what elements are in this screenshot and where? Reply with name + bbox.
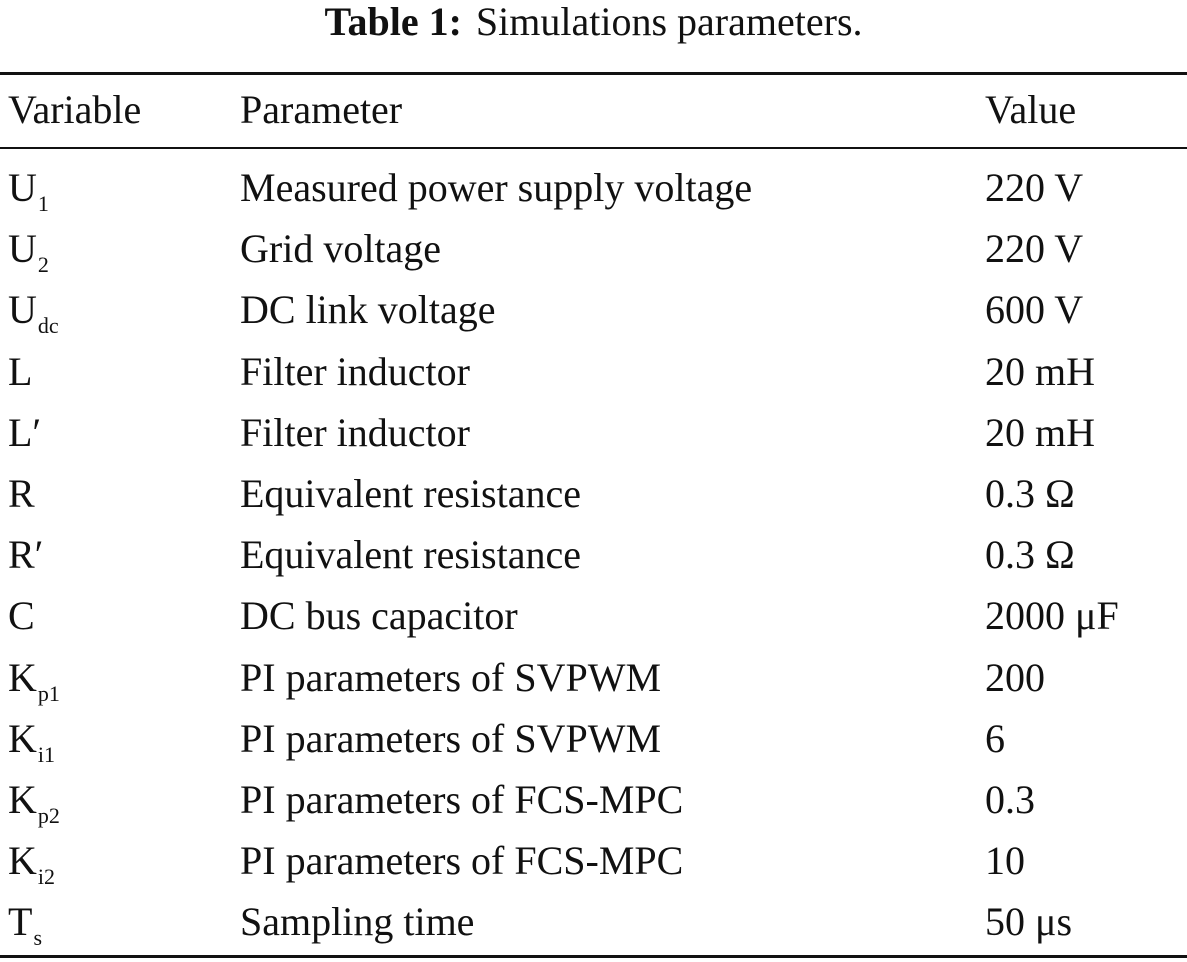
variable-symbol: U bbox=[8, 287, 37, 333]
variable-subscript: i2 bbox=[37, 864, 56, 890]
value-cell: 20 mH bbox=[985, 409, 1095, 455]
variable-subscript: s bbox=[33, 925, 42, 951]
variable-symbol: L′ bbox=[8, 409, 42, 455]
variable-cell: Ts bbox=[8, 899, 42, 951]
variable-subscript: 2 bbox=[37, 252, 49, 278]
value-cell: 220 V bbox=[985, 165, 1084, 210]
variable-symbol: K bbox=[8, 715, 37, 761]
variable-symbol: L bbox=[8, 348, 33, 394]
variable-cell: Kp1 bbox=[8, 654, 60, 706]
value-cell: 0.3 Ω bbox=[985, 471, 1075, 516]
header-rule bbox=[0, 147, 1187, 149]
table-caption: Table 1: Simulations parameters. bbox=[0, 0, 1187, 44]
parameter-cell: DC link voltage bbox=[240, 287, 496, 333]
value-cell: 20 mH bbox=[985, 348, 1095, 394]
parameter-cell: PI parameters of FCS-MPC bbox=[240, 838, 684, 884]
variable-cell: Kp2 bbox=[8, 777, 60, 829]
parameter-cell: Filter inductor bbox=[240, 348, 470, 394]
variable-symbol: C bbox=[8, 593, 35, 639]
header-cell: Variable bbox=[8, 87, 142, 132]
header-cell: Value bbox=[985, 87, 1077, 132]
parameter-cell: Equivalent resistance bbox=[240, 471, 581, 516]
variable-cell: Udc bbox=[8, 287, 59, 339]
variable-symbol: K bbox=[8, 777, 37, 822]
variable-symbol: K bbox=[8, 654, 37, 700]
parameter-cell: Grid voltage bbox=[240, 226, 442, 272]
value-cell: 2000 μF bbox=[985, 593, 1119, 639]
parameter-cell: PI parameters of SVPWM bbox=[240, 715, 662, 761]
caption-text: Simulations parameters. bbox=[475, 0, 863, 44]
variable-subscript: p2 bbox=[37, 803, 60, 828]
variable-symbol: R′ bbox=[8, 532, 44, 578]
value-cell: 10 bbox=[985, 838, 1025, 884]
variable-cell: R bbox=[8, 472, 35, 516]
variable-symbol: R bbox=[8, 471, 35, 516]
bottom-rule bbox=[0, 955, 1187, 958]
parameter-cell: DC bus capacitor bbox=[240, 593, 518, 639]
variable-cell: U2 bbox=[8, 226, 49, 278]
parameter-cell: Measured power supply voltage bbox=[240, 165, 753, 210]
variable-subscript: 1 bbox=[37, 191, 49, 216]
variable-subscript: i1 bbox=[37, 741, 56, 767]
parameter-cell: PI parameters of SVPWM bbox=[240, 654, 662, 700]
value-cell: 220 V bbox=[985, 226, 1084, 272]
variable-symbol: U bbox=[8, 165, 37, 210]
variable-cell: Ki1 bbox=[8, 715, 56, 767]
parameter-cell: Equivalent resistance bbox=[240, 532, 581, 578]
variable-symbol: T bbox=[8, 899, 33, 945]
variable-cell: Ki2 bbox=[8, 838, 56, 890]
variable-symbol: U bbox=[8, 226, 37, 272]
variable-cell: R′ bbox=[8, 533, 43, 577]
value-cell: 0.3 Ω bbox=[985, 532, 1075, 578]
value-cell: 600 V bbox=[985, 287, 1084, 333]
header-cell: Parameter bbox=[240, 87, 403, 132]
value-cell: 0.3 bbox=[985, 777, 1035, 822]
parameter-cell: PI parameters of FCS-MPC bbox=[240, 777, 684, 822]
variable-cell: L bbox=[8, 348, 33, 394]
value-cell: 200 bbox=[985, 654, 1045, 700]
variable-cell: U1 bbox=[8, 165, 49, 217]
variable-cell: C bbox=[8, 594, 35, 638]
parameter-cell: Sampling time bbox=[240, 899, 475, 945]
variable-subscript: p1 bbox=[37, 680, 60, 706]
variable-symbol: K bbox=[8, 838, 37, 884]
caption-label: Table 1: bbox=[324, 0, 462, 44]
value-cell: 50 μs bbox=[985, 899, 1073, 945]
value-cell: 6 bbox=[985, 715, 1005, 761]
top-rule bbox=[0, 72, 1187, 75]
variable-subscript: dc bbox=[37, 313, 59, 339]
variable-cell: L′ bbox=[8, 409, 42, 455]
parameter-cell: Filter inductor bbox=[240, 409, 470, 455]
